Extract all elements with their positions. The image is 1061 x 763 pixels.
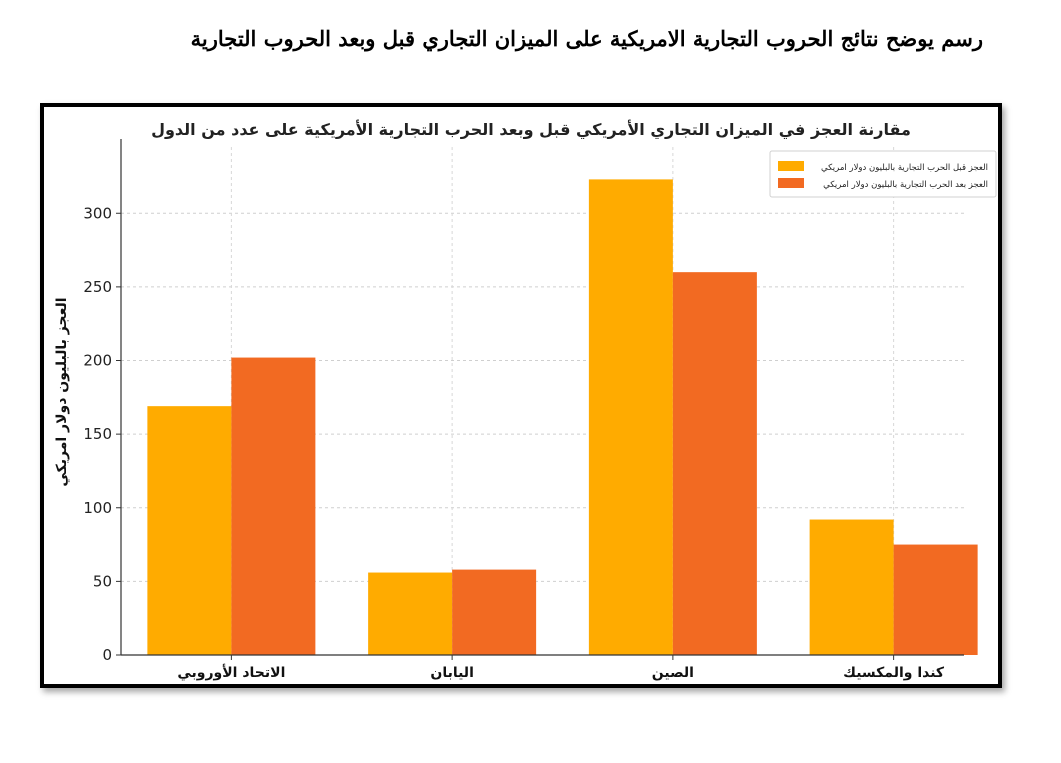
x-tick-label: كندا والمكسيك xyxy=(843,665,945,681)
y-tick-label: 200 xyxy=(83,352,112,370)
bar-before-0 xyxy=(147,406,232,655)
legend-swatch-0 xyxy=(778,161,804,171)
legend: العجز قبل الحرب التجارية بالبليون دولار … xyxy=(769,150,997,198)
y-tick-label: 300 xyxy=(83,204,112,222)
figure-caption: رسم يوضح نتائج الحروب التجارية الامريكية… xyxy=(190,26,983,51)
chart-title: مقارنة العجز في الميزان التجاري الأمريكي… xyxy=(151,120,911,140)
bar-before-3 xyxy=(809,519,894,655)
x-tick-label: اليابان xyxy=(430,665,474,681)
y-tick-label: 0 xyxy=(102,646,112,664)
x-tick-label: الاتحاد الأوروبي xyxy=(177,664,285,681)
y-tick-label: 250 xyxy=(83,278,112,296)
bar-chart: 0 50 100 150 200 250 300 الاتحاد الأوروبي اليابا… xyxy=(54,120,997,681)
y-tick-label: 50 xyxy=(93,572,112,590)
bar-after-2 xyxy=(672,272,757,655)
bar-after-0 xyxy=(231,357,316,655)
axes-layer: 0 50 100 150 200 250 300 الاتحاد الأوروبي اليابا… xyxy=(83,139,964,681)
y-tick-label: 100 xyxy=(83,499,112,517)
y-axis-label: العجز بالبليون دولار امريكي xyxy=(54,297,70,486)
bars-layer xyxy=(147,179,978,655)
chart-frame: 0 50 100 150 200 250 300 الاتحاد الأوروبي اليابا… xyxy=(40,103,1002,688)
x-tick-label: الصين xyxy=(652,665,694,681)
bar-before-1 xyxy=(368,572,453,655)
bar-after-3 xyxy=(893,544,978,655)
bar-after-1 xyxy=(452,569,537,655)
legend-label-1: العجز بعد الحرب التجارية بالبليون دولار … xyxy=(823,180,988,190)
bar-before-2 xyxy=(588,179,673,655)
legend-swatch-1 xyxy=(778,178,804,188)
legend-label-0: العجز قبل الحرب التجارية بالبليون دولار … xyxy=(821,163,988,173)
y-tick-label: 150 xyxy=(83,425,112,443)
legend-box xyxy=(769,150,997,198)
